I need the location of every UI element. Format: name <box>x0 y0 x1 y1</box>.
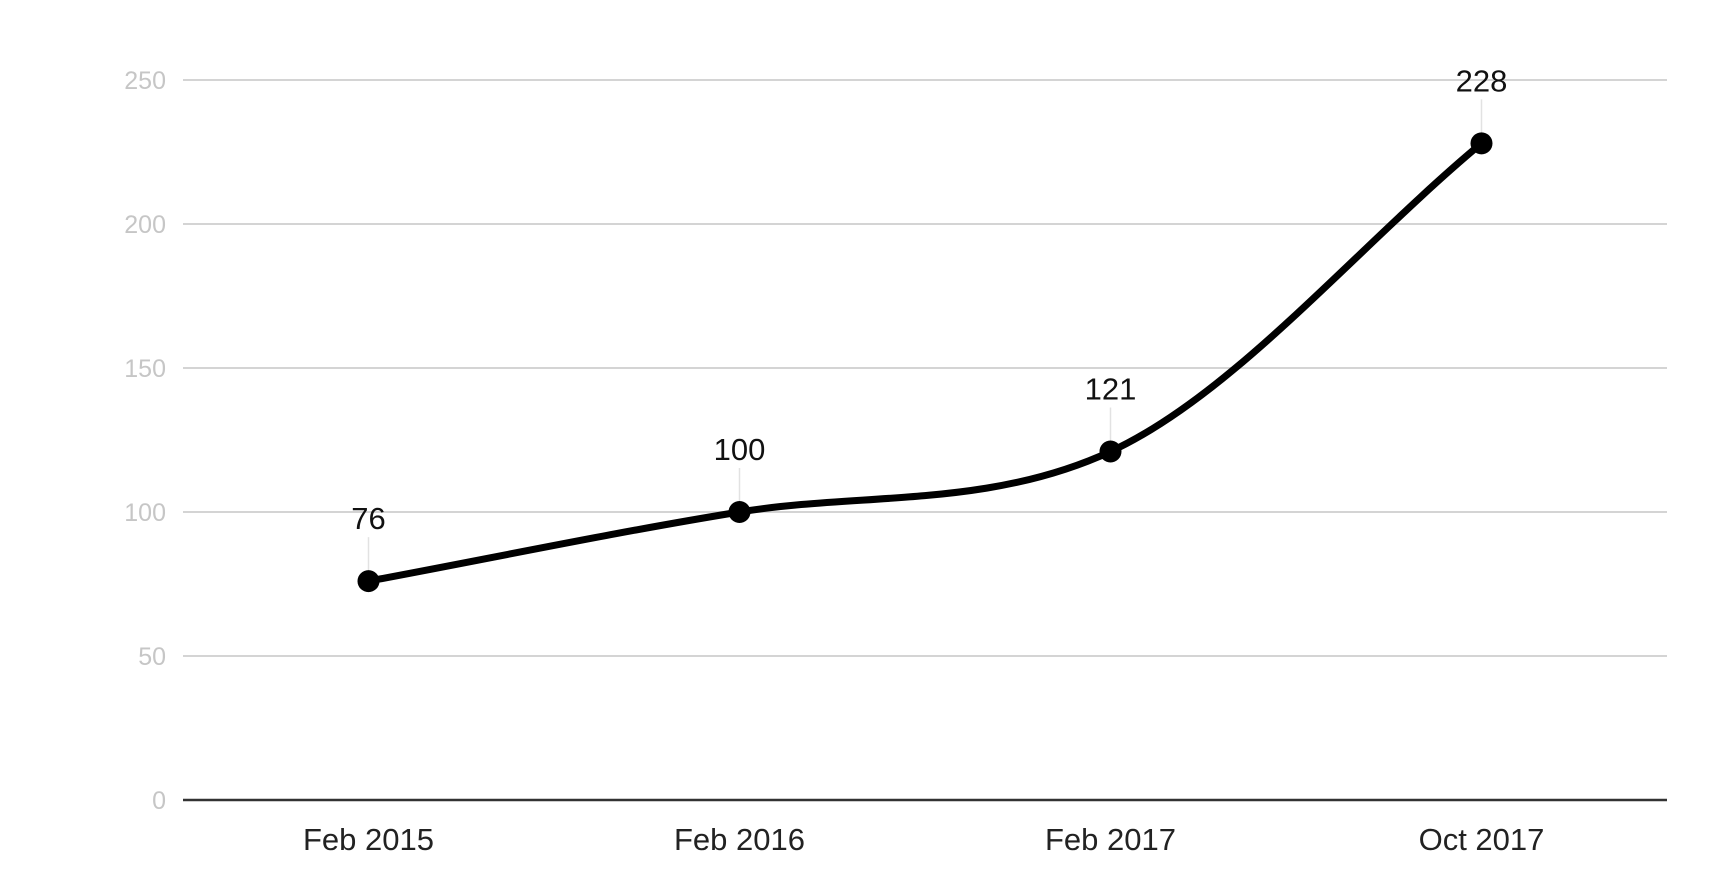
y-tick-label: 250 <box>124 67 166 95</box>
data-label-leaders <box>367 99 1483 571</box>
data-point <box>357 570 380 593</box>
x-tick-label: Feb 2017 <box>1045 822 1176 857</box>
x-tick-label: Oct 2017 <box>1419 822 1545 857</box>
y-tick-label: 100 <box>124 499 166 527</box>
data-point <box>1099 440 1122 463</box>
data-point <box>728 501 751 523</box>
data-label: 76 <box>351 501 385 536</box>
data-label: 121 <box>1085 372 1137 407</box>
data-labels: 76 100 121 228 <box>351 63 1507 536</box>
y-tick-label: 200 <box>124 211 166 239</box>
data-label: 100 <box>714 432 766 467</box>
x-axis-tick-labels: Feb 2015 Feb 2016 Feb 2017 Oct 2017 <box>303 822 1544 857</box>
x-tick-label: Feb 2015 <box>303 822 434 857</box>
data-points <box>357 132 1493 593</box>
y-tick-label: 150 <box>124 355 166 383</box>
y-axis-tick-labels: 0 50 100 150 200 250 <box>124 67 166 815</box>
series-lines <box>365 139 1485 585</box>
gridlines <box>183 79 1667 802</box>
data-label: 228 <box>1456 63 1508 98</box>
y-tick-label: 50 <box>138 643 166 671</box>
y-tick-label: 0 <box>152 787 166 815</box>
data-point <box>1470 132 1493 155</box>
x-tick-label: Feb 2016 <box>674 822 805 857</box>
series-line <box>365 139 1485 585</box>
